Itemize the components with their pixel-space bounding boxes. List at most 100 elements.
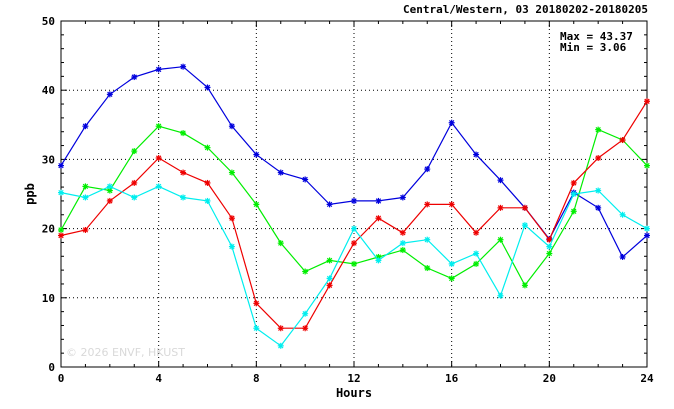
data-point <box>644 225 650 232</box>
series-4 <box>58 183 650 349</box>
max-value-label: Max = 43.37 <box>560 30 633 43</box>
chart-title: Central/Western, 03 20180202-20180205 <box>403 3 648 16</box>
data-point <box>473 250 480 257</box>
x-tick-label: 12 <box>347 372 360 385</box>
data-point <box>253 151 260 158</box>
y-tick-label: 40 <box>42 84 55 97</box>
data-point <box>253 325 260 332</box>
data-point <box>595 187 602 194</box>
series-group <box>58 63 650 349</box>
data-point <box>155 155 162 162</box>
data-point <box>424 201 431 208</box>
data-point <box>399 229 406 236</box>
data-point <box>82 183 89 190</box>
data-point <box>497 177 504 184</box>
data-point <box>497 292 504 299</box>
y-tick-label: 20 <box>42 223 55 236</box>
data-point <box>228 215 235 222</box>
x-axis-title: Hours <box>336 386 372 400</box>
data-point <box>375 257 382 264</box>
x-tick-label: 0 <box>58 372 65 385</box>
data-point <box>424 166 431 173</box>
data-point <box>326 201 333 208</box>
data-point <box>302 325 309 332</box>
data-point <box>546 250 553 257</box>
data-point <box>570 208 577 215</box>
data-point <box>58 162 64 169</box>
data-point <box>302 310 309 317</box>
data-point <box>204 144 211 151</box>
data-point <box>448 201 455 208</box>
data-point <box>326 275 333 282</box>
data-point <box>58 232 64 239</box>
data-point <box>399 194 406 201</box>
data-point <box>521 204 528 211</box>
data-point <box>82 123 89 130</box>
data-point <box>326 282 333 289</box>
data-point <box>619 137 626 144</box>
data-point <box>351 197 357 204</box>
data-point <box>375 197 382 204</box>
data-point <box>106 91 113 98</box>
data-point <box>180 130 187 137</box>
data-point <box>570 191 577 197</box>
data-point <box>473 229 480 236</box>
data-point <box>521 282 528 289</box>
data-point <box>155 183 162 190</box>
data-point <box>595 126 602 133</box>
series-2 <box>58 123 650 289</box>
data-point <box>497 236 504 243</box>
data-point <box>351 240 357 247</box>
data-point <box>570 179 577 186</box>
data-point <box>204 197 211 204</box>
data-point <box>58 189 64 196</box>
grid-lines <box>61 21 647 367</box>
data-point <box>595 155 602 162</box>
data-point <box>399 247 406 254</box>
data-point <box>204 84 211 91</box>
data-point <box>546 236 553 243</box>
axis-ticks: 0 4 8 12 16 20 24 0 10 20 30 40 50 <box>42 15 654 385</box>
data-point <box>521 222 528 229</box>
data-point <box>302 176 309 183</box>
y-tick-label: 30 <box>42 153 55 166</box>
data-point <box>277 325 284 332</box>
data-point <box>253 300 260 307</box>
data-point <box>448 260 455 267</box>
data-point <box>106 183 113 190</box>
data-point <box>82 194 89 201</box>
copyright-watermark: © 2026 ENVF, HKUST <box>66 346 185 359</box>
data-point <box>473 260 480 267</box>
data-point <box>326 257 333 264</box>
x-tick-label: 8 <box>253 372 260 385</box>
x-tick-label: 20 <box>543 372 556 385</box>
y-tick-label: 0 <box>48 361 55 374</box>
x-tick-label: 4 <box>155 372 162 385</box>
data-point <box>619 253 626 260</box>
data-point <box>253 201 260 208</box>
data-point <box>644 162 650 169</box>
y-tick-label: 50 <box>42 15 55 28</box>
data-point <box>277 342 284 349</box>
data-point <box>351 260 357 267</box>
data-point <box>448 275 455 282</box>
data-point <box>131 194 138 201</box>
data-point <box>619 211 626 218</box>
data-point <box>180 63 187 70</box>
data-point <box>644 98 650 105</box>
data-point <box>595 204 602 211</box>
data-point <box>58 226 64 233</box>
data-point <box>277 240 284 247</box>
data-point <box>155 123 162 130</box>
data-point <box>228 123 235 130</box>
data-point <box>228 243 235 250</box>
data-point <box>82 226 89 233</box>
data-point <box>228 169 235 176</box>
data-point <box>644 232 650 239</box>
data-point <box>351 225 357 232</box>
data-point <box>375 215 382 222</box>
series-3 <box>58 98 650 332</box>
data-point <box>448 119 455 126</box>
data-point <box>473 151 480 158</box>
